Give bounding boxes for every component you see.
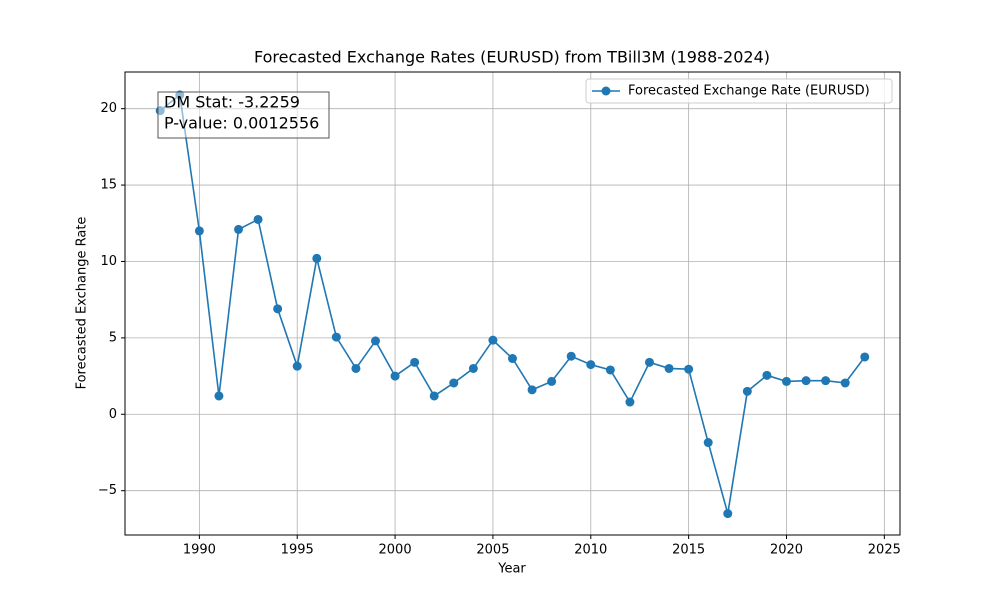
y-tick-label: 0 — [109, 407, 117, 422]
y-tick-label: −5 — [98, 483, 117, 498]
data-point — [566, 351, 576, 361]
data-point — [371, 336, 381, 346]
data-point — [625, 397, 635, 407]
data-point — [605, 365, 615, 375]
legend-marker — [601, 86, 611, 96]
data-point — [468, 363, 478, 373]
data-point — [860, 352, 870, 362]
data-point — [351, 363, 361, 373]
x-tick-label: 2025 — [868, 543, 901, 558]
data-point — [781, 376, 791, 386]
data-point — [253, 214, 263, 224]
data-point — [644, 357, 654, 367]
data-point — [762, 370, 772, 380]
x-tick-label: 2015 — [672, 543, 705, 558]
plot-frame — [124, 71, 901, 536]
data-point — [801, 376, 811, 386]
y-tick-label: 5 — [109, 330, 117, 345]
data-point — [214, 391, 224, 401]
x-tick-label: 2020 — [770, 543, 803, 558]
data-point — [410, 357, 420, 367]
data-point — [429, 391, 439, 401]
data-point — [742, 386, 752, 396]
data-point — [586, 360, 596, 370]
data-point — [234, 224, 244, 234]
data-point — [488, 335, 498, 345]
y-tick-label: 20 — [100, 101, 117, 116]
data-point — [840, 378, 850, 388]
data-point — [312, 253, 322, 263]
x-tick-label: 1995 — [281, 543, 314, 558]
chart-title: Forecasted Exchange Rates (EURUSD) from … — [254, 48, 770, 67]
x-tick-label: 2005 — [476, 543, 509, 558]
data-point — [703, 438, 713, 448]
data-point — [664, 363, 674, 373]
annotation-box — [157, 91, 330, 139]
data-point — [194, 226, 204, 236]
data-point — [821, 376, 831, 386]
annotation: DM Stat: -3.2259 — [164, 93, 300, 112]
y-tick-label: 10 — [100, 254, 117, 269]
data-point — [331, 332, 341, 342]
x-tick-label: 1990 — [183, 543, 216, 558]
x-tick-label: 2000 — [379, 543, 412, 558]
x-tick-label: 2010 — [574, 543, 607, 558]
y-tick-label: 15 — [100, 178, 117, 193]
data-point — [449, 378, 459, 388]
legend-label: Forecasted Exchange Rate (EURUSD) — [628, 84, 870, 99]
legend-box — [585, 78, 893, 104]
data-point — [684, 364, 694, 374]
data-point — [508, 354, 517, 364]
data-point — [547, 376, 557, 386]
data-point — [292, 361, 302, 371]
data-point — [273, 304, 283, 314]
annotation: P-value: 0.0012556 — [164, 114, 319, 133]
y-axis-label: Forecasted Exchange Rate — [75, 217, 90, 390]
x-axis-label: Year — [497, 562, 526, 577]
data-point — [390, 371, 400, 381]
data-point — [723, 509, 733, 519]
data-point — [527, 385, 537, 395]
